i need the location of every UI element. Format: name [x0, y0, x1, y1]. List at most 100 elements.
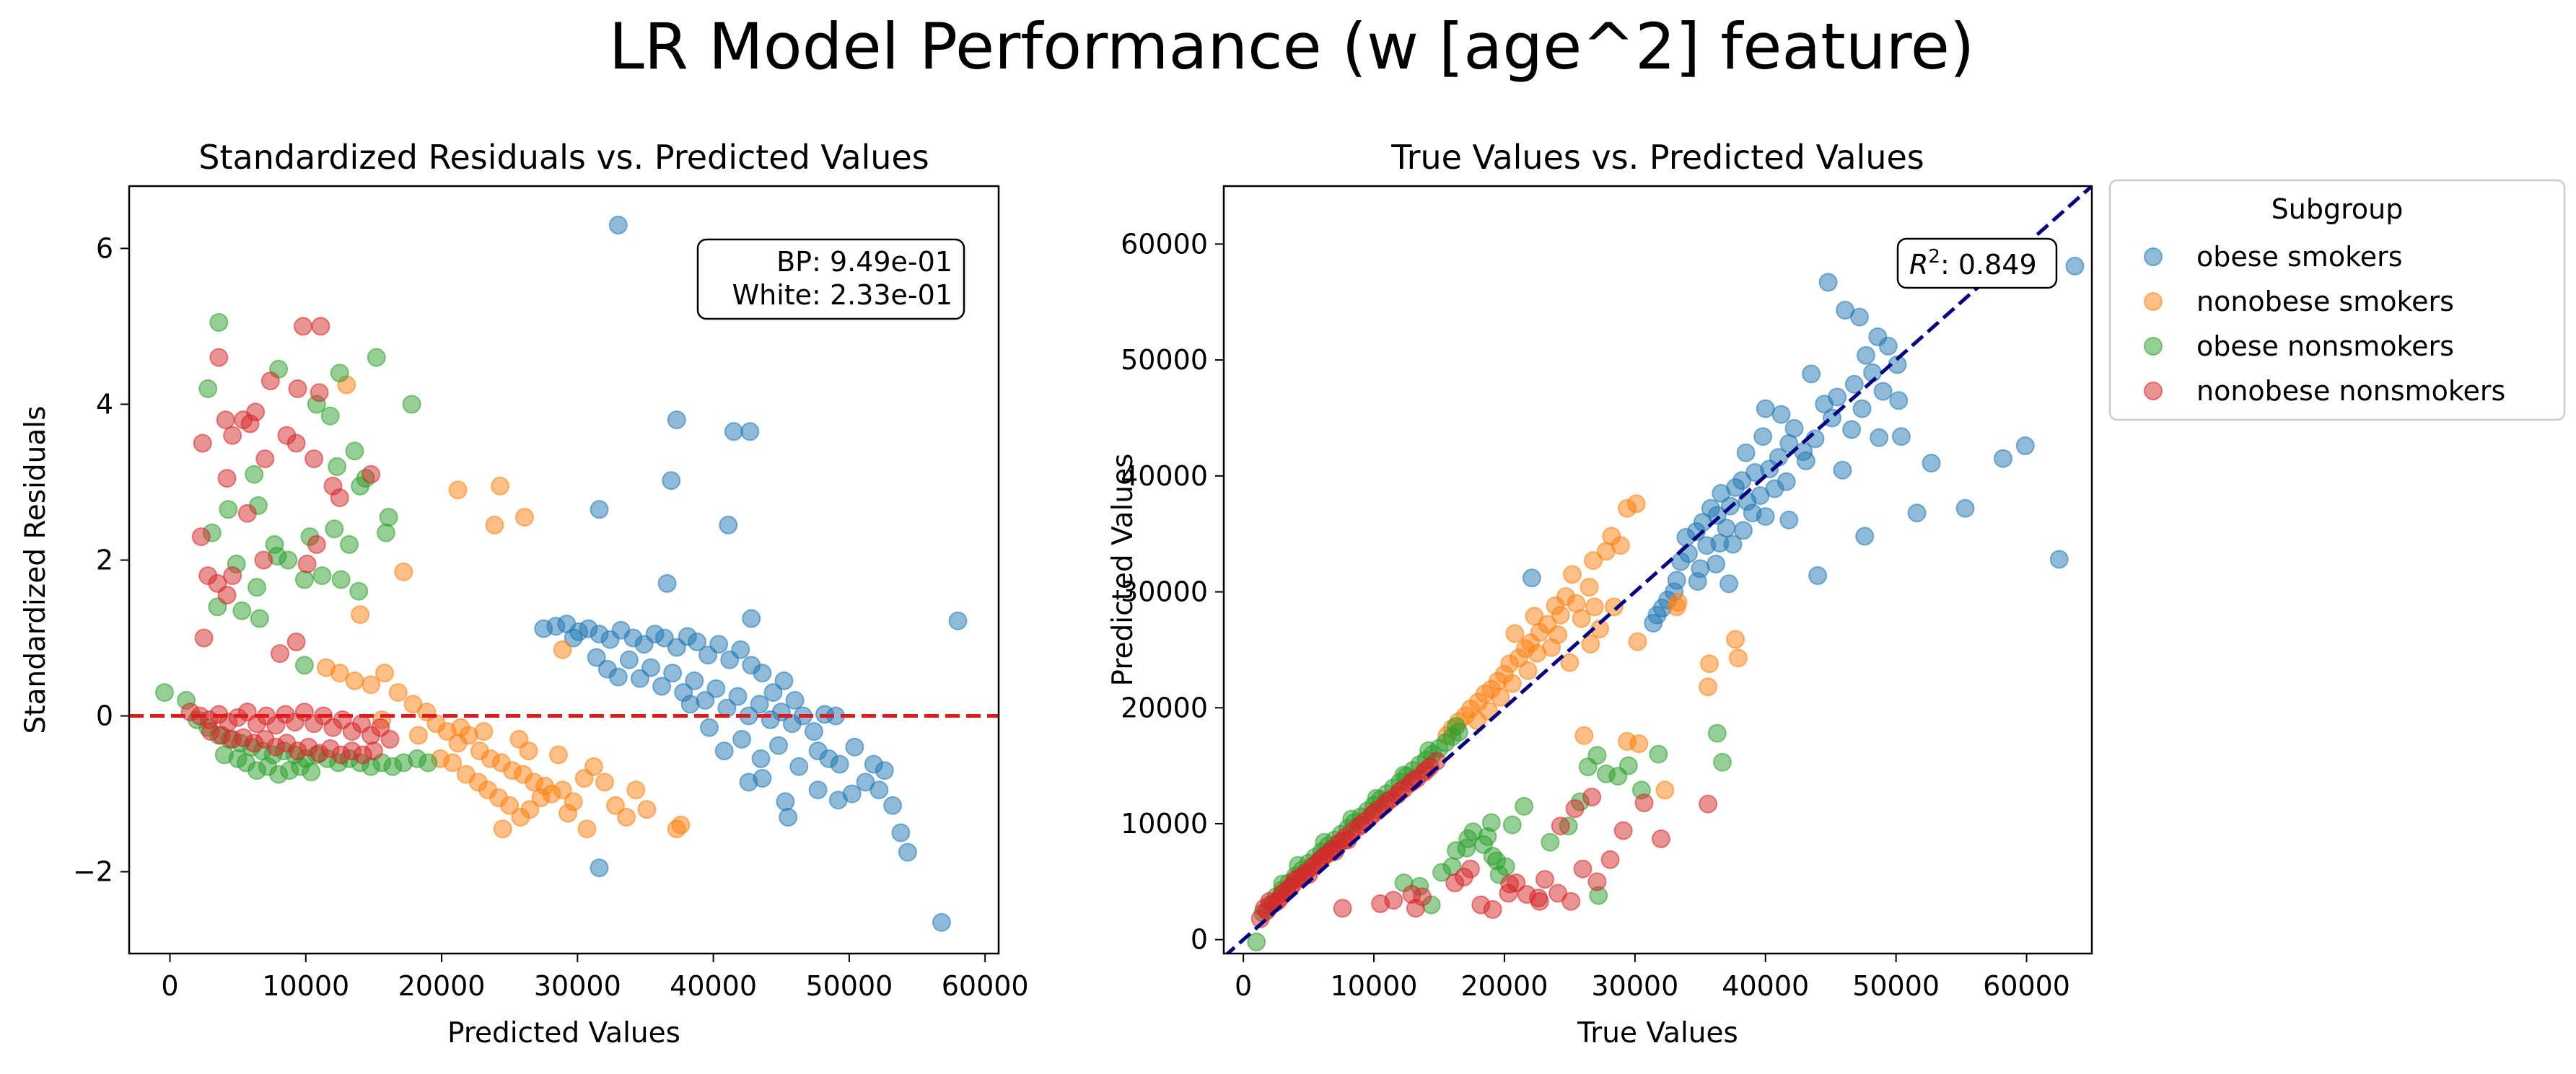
scatter-point: [223, 426, 242, 445]
y-tick-label: 0: [96, 700, 113, 732]
scatter-point: [685, 671, 704, 690]
scatter-point: [740, 422, 760, 441]
scatter-point: [724, 422, 743, 441]
plot-area: [1225, 186, 2092, 954]
scatter-point: [1384, 891, 1403, 910]
scatter-point: [297, 554, 317, 573]
scatter-point: [1522, 568, 1541, 588]
scatter-point: [302, 762, 321, 782]
scatter-point: [776, 792, 795, 811]
scatter-point: [595, 773, 614, 792]
y-tick-label: 6: [96, 232, 113, 264]
scatter-point: [590, 858, 609, 878]
scatter-point: [1413, 887, 1432, 907]
scatter-point: [753, 769, 772, 788]
scatter-point: [294, 656, 314, 675]
scatter-point: [1333, 899, 1352, 918]
scatter-point: [2065, 256, 2085, 276]
scatter-point: [155, 683, 174, 703]
scatter-point: [1818, 273, 1838, 292]
legend-marker: [2144, 382, 2163, 400]
scatter-point: [1756, 399, 1775, 418]
scatter-point: [1611, 536, 1630, 555]
scatter-point: [606, 796, 625, 815]
legend-entry-label: nonobese nonsmokers: [2196, 375, 2505, 407]
scatter-point: [419, 753, 438, 773]
legend-entry-label: obese nonsmokers: [2196, 330, 2454, 362]
scatter-point: [1483, 899, 1502, 919]
scatter-point: [654, 628, 674, 648]
scatter-point: [680, 695, 700, 714]
scatter-point: [325, 519, 344, 539]
scatter-point: [330, 664, 349, 683]
scatter-point: [1563, 565, 1582, 584]
x-tick-label: 40000: [1722, 970, 1809, 1002]
scatter-point: [286, 433, 306, 453]
scatter-point: [1728, 648, 1748, 668]
axes-frame: [1222, 185, 2093, 955]
scatter-point: [1587, 746, 1607, 765]
scatter-point: [932, 912, 951, 932]
scatter-point: [311, 317, 330, 336]
scatter-point: [375, 664, 394, 683]
scatter-point: [345, 671, 364, 690]
scatter-point: [590, 500, 609, 519]
scatter-point: [558, 804, 578, 823]
scatter-point: [1561, 892, 1581, 911]
scatter-point: [667, 410, 686, 430]
scatter-point: [587, 648, 606, 667]
scatter-point: [376, 523, 395, 542]
scatter-point: [1535, 870, 1554, 889]
scatter-point: [1584, 551, 1603, 571]
x-tick-label: 10000: [1331, 970, 1418, 1002]
legend-marker: [2144, 292, 2163, 311]
scatter-point: [1551, 816, 1570, 836]
legend-title: Subgroup: [2271, 193, 2404, 225]
scatter-point: [288, 379, 307, 398]
subplot-title: True Values vs. Predicted Values: [1390, 138, 1924, 177]
scatter-point: [514, 508, 534, 527]
scatter-point: [1551, 605, 1570, 625]
scatter-point: [260, 371, 280, 391]
x-tick-label: 0: [1235, 970, 1252, 1002]
x-axis-label: Predicted Values: [447, 1017, 680, 1049]
scatter-point: [1613, 821, 1633, 840]
true-vs-predicted-panel: 0 10000 20000 30000 40000 50000 60000 0 10000 200…: [1107, 138, 2093, 1049]
scatter-point: [474, 722, 494, 741]
series-obese-smokers: [534, 216, 968, 932]
scatter-point: [1994, 449, 2012, 468]
scatter-point: [1580, 578, 1599, 597]
scatter-point: [1333, 832, 1352, 851]
scatter-point: [367, 348, 386, 367]
scatter-point: [330, 488, 349, 508]
series-obese-smokers: [1522, 256, 2085, 633]
scatter-point: [842, 784, 862, 804]
x-tick-label: 20000: [1460, 970, 1548, 1002]
scatter-point: [255, 449, 275, 469]
scatter-point: [1500, 874, 1520, 894]
scatter-point: [491, 476, 509, 496]
scatter-point: [1502, 674, 1522, 693]
scatter-point: [1496, 857, 1515, 876]
scatter-point: [1726, 630, 1745, 649]
scatter-point: [1600, 850, 1620, 869]
scatter-point: [279, 550, 298, 570]
scatter-point: [1629, 734, 1649, 754]
scatter-point: [750, 695, 769, 714]
scatter-point: [451, 718, 470, 737]
scatter-point: [1699, 794, 1718, 814]
scatter-point: [1652, 829, 1670, 848]
scatter-point: [1779, 510, 1799, 529]
scatter-point: [294, 317, 312, 336]
y-axis-label: Standardized Residuals: [19, 406, 52, 734]
scatter-point: [250, 609, 269, 628]
scatter-point: [394, 562, 413, 581]
legend: Subgroup obese smokers nonobese smokers obe…: [2108, 179, 2566, 421]
residuals-panel: 0 10000 20000 30000 40000 50000 60000 −2 0 2 4 6 Sta…: [19, 138, 1029, 1049]
scatter-point: [286, 632, 306, 651]
scatter-point: [1447, 717, 1466, 736]
scatter-point: [663, 664, 683, 683]
scatter-point: [228, 749, 247, 768]
legend-frame: [2108, 179, 2566, 421]
scatter-point: [1565, 799, 1585, 819]
